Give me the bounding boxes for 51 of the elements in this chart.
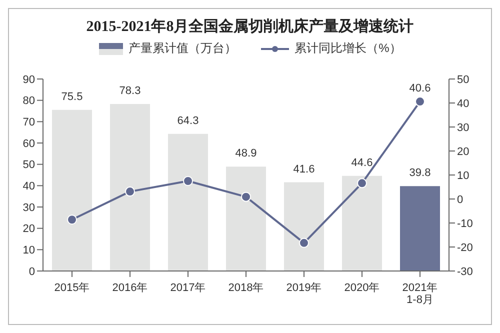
y2-tick-label: -10 (457, 218, 473, 230)
legend-label: 累计同比增长（%） (294, 40, 402, 57)
y2-tick-label: -30 (457, 266, 473, 278)
data-label: 48.9 (235, 148, 257, 160)
x-tick-label: 2019年 (286, 282, 322, 294)
y-tick-label: 60 (22, 138, 35, 150)
data-label: 39.8 (409, 167, 431, 180)
point (415, 96, 425, 107)
y2-tick-label: 20 (457, 146, 470, 158)
y2-tick-label: 0 (457, 194, 464, 206)
x-tick-label: 2016年 (112, 282, 148, 294)
y-tick-label: 0 (28, 266, 35, 278)
bar (284, 182, 324, 271)
y2-tick-label: 50 (457, 74, 470, 86)
point (67, 214, 77, 225)
point (357, 178, 367, 188)
data-label: 75.5 (61, 90, 83, 103)
bar (52, 110, 92, 271)
bar (110, 104, 150, 271)
bar (400, 186, 440, 271)
legend-label: 产量累计值（万台） (128, 40, 237, 57)
y-tick-label: 20 (22, 223, 35, 236)
data-label: 78.3 (119, 84, 141, 97)
chart-title: 2015-2021年8月全国金属切削机床产量及增速统计 (85, 17, 415, 36)
data-label: 40.6 (409, 82, 431, 95)
y2-tick-label: 10 (457, 170, 470, 182)
y-tick-label: 10 (22, 244, 35, 257)
y-tick-label: 40 (22, 180, 35, 193)
point (241, 192, 251, 202)
y-tick-label: 80 (22, 95, 35, 108)
point (299, 238, 309, 248)
x-tick-label: 2021年 1-8月 (402, 282, 438, 306)
y-tick-label: 70 (22, 116, 35, 129)
bar (226, 166, 266, 271)
data-label: 64.3 (177, 114, 199, 127)
data-label: 44.6 (351, 156, 373, 169)
bar (342, 176, 382, 271)
x-tick-label: 2020年 (344, 282, 380, 294)
x-tick-label: 2018年 (228, 282, 264, 294)
y2-tick-label: 30 (457, 122, 470, 134)
point (183, 176, 193, 186)
data-label: 41.6 (293, 163, 315, 176)
x-tick-label: 2017年 (170, 282, 206, 294)
y2-tick-label: 40 (457, 98, 470, 110)
y-tick-label: 50 (22, 159, 35, 172)
y2-tick-label: -20 (457, 242, 473, 254)
point (125, 186, 135, 197)
x-tick-label: 2015年 (54, 282, 90, 294)
y-tick-label: 30 (22, 202, 35, 214)
y-tick-label: 90 (22, 74, 35, 86)
bar (168, 134, 208, 271)
